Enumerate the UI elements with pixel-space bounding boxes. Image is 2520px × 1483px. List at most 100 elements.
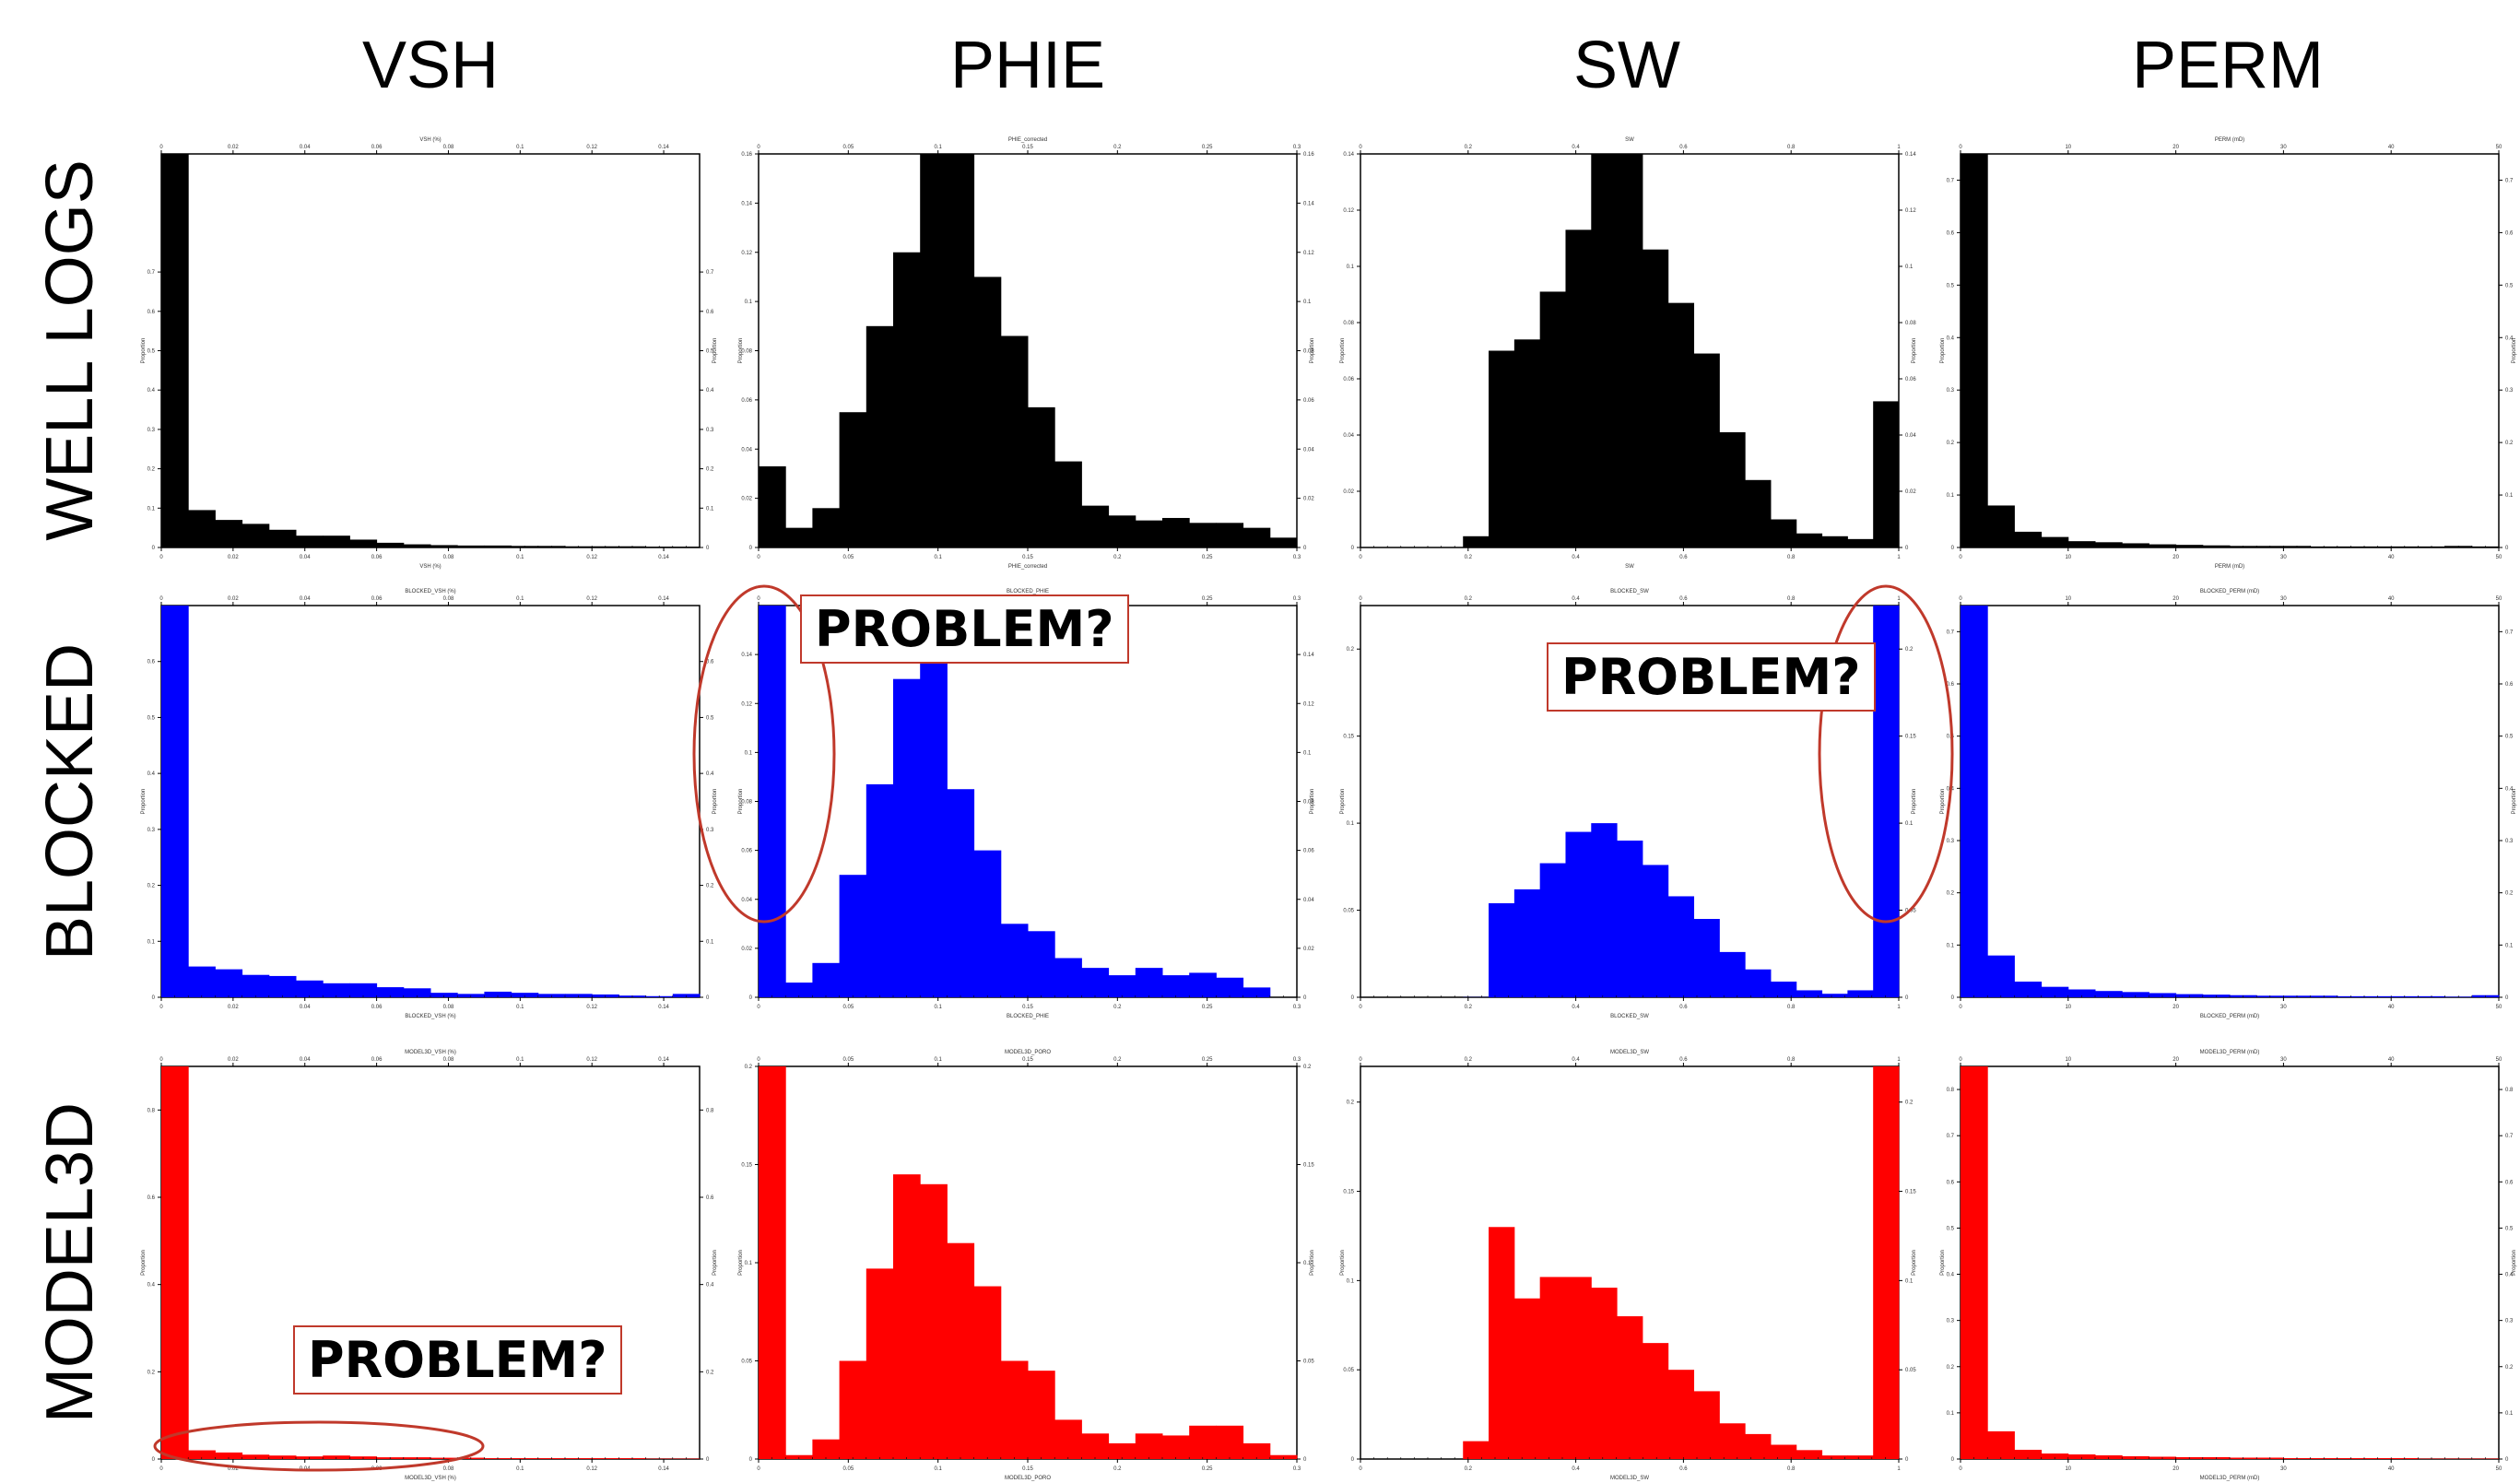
y-tick-label-right: 0.04 [1303, 447, 1314, 453]
panel-model3d-phie: 000.050.050.10.10.150.150.20.20.250.250.… [738, 1050, 1315, 1481]
y-tick-label: 0 [1951, 995, 1955, 1001]
histogram-bar [1565, 1277, 1592, 1459]
x-tick-label: 0 [159, 1466, 163, 1472]
x-tick-label-top: 0 [1359, 596, 1362, 602]
histogram-bar [215, 969, 243, 997]
y-tick-label-right: 0.6 [2505, 682, 2514, 688]
x-tick-label: 50 [2496, 1005, 2502, 1010]
y-axis-label: Proportion [1940, 1250, 1946, 1276]
histogram-bar [1745, 479, 1772, 547]
chart-title: SW [1625, 137, 1634, 143]
histogram-bar [1216, 977, 1244, 997]
histogram-bar [1719, 951, 1746, 997]
y-tick-label-right: 0.1 [1905, 1278, 1914, 1284]
histogram-bar [1539, 863, 1566, 997]
y-tick-label: 0 [1351, 1457, 1355, 1463]
histogram-bar [1489, 903, 1515, 997]
y-tick-label-right: 0.14 [1303, 653, 1314, 658]
histogram-bar [1667, 896, 1695, 997]
plot-frame [160, 605, 701, 998]
histogram-bar [839, 412, 867, 547]
y-tick-label: 0.5 [147, 349, 156, 355]
x-tick-label-top: 0 [1959, 145, 1962, 150]
x-tick-label: 0.06 [371, 1005, 383, 1010]
histogram-bar [920, 154, 948, 547]
y-axis-label-right: Proportion [2512, 789, 2517, 815]
y-tick-label-right: 0.7 [2505, 630, 2514, 635]
x-tick-label-top: 0.1 [516, 1057, 524, 1063]
y-tick-label: 0.3 [1947, 1319, 1955, 1324]
x-tick-label: 0.1 [934, 555, 942, 560]
y-tick-label: 0.2 [1947, 441, 1955, 446]
chart-title: MODEL3D_SW [1610, 1050, 1649, 1055]
y-tick-label-right: 0.3 [2505, 839, 2514, 844]
y-tick-label: 0 [1951, 546, 1955, 551]
column-header-vsh: VSH [362, 29, 499, 102]
x-tick-label: 20 [2173, 1005, 2179, 1010]
y-tick-label: 0.7 [1947, 630, 1955, 635]
histogram-bar [866, 325, 894, 547]
x-tick-label: 0.15 [1022, 1466, 1033, 1472]
x-tick-label: 0.3 [1293, 1005, 1301, 1010]
histogram-bar [1565, 230, 1592, 547]
histogram-bar [430, 993, 458, 997]
y-tick-label-right: 0 [2505, 995, 2509, 1001]
histogram-bar [188, 510, 216, 547]
x-tick-label: 0.04 [300, 555, 311, 560]
histogram-bar [1693, 1391, 1720, 1459]
x-tick-label-top: 0.15 [1022, 1057, 1033, 1063]
y-tick-label: 0.05 [741, 1359, 752, 1365]
y-tick-label: 0.7 [1947, 1134, 1955, 1139]
x-tick-label: 10 [2065, 1466, 2071, 1472]
histogram-bar [2041, 536, 2069, 547]
histogram-bar [1745, 1433, 1772, 1459]
histogram-bar [161, 1066, 189, 1459]
histogram-bar [1873, 1066, 1900, 1459]
y-tick-label-right: 0.1 [1303, 300, 1312, 305]
x-axis-label: MODEL3D_VSH (%) [405, 1476, 456, 1481]
x-tick-label: 0.4 [1572, 1466, 1580, 1472]
x-tick-label-top: 0.05 [842, 1057, 854, 1063]
x-tick-label-top: 0.4 [1572, 145, 1580, 150]
y-tick-label: 0.14 [741, 653, 752, 658]
x-tick-label: 20 [2173, 1466, 2179, 1472]
histogram-bar [323, 536, 350, 547]
y-tick-label: 0.6 [147, 660, 156, 665]
row-header-model3d: MODEL3D [33, 1102, 107, 1423]
x-tick-label-top: 0 [159, 596, 163, 602]
x-tick-label-top: 0.06 [371, 596, 383, 602]
histogram-bar [1873, 606, 1900, 997]
y-tick-label: 0.3 [1947, 839, 1955, 844]
histogram-bar [2095, 1454, 2123, 1459]
histogram-bar [1135, 1433, 1163, 1459]
x-tick-label-top: 0.14 [658, 596, 669, 602]
x-tick-label: 50 [2496, 1466, 2502, 1472]
y-tick-label: 0.8 [1947, 1088, 1955, 1093]
histogram-bar [1028, 406, 1055, 547]
x-tick-label-top: 30 [2280, 596, 2287, 602]
y-tick-label: 0.08 [741, 349, 752, 355]
histogram-bar [1847, 538, 1874, 547]
y-tick-label-right: 0.8 [706, 1108, 714, 1113]
y-axis-label-right: Proportion [1310, 1250, 1315, 1276]
histogram-bar [1642, 249, 1669, 547]
histogram-bar [1081, 1433, 1110, 1459]
histogram-bar [2122, 992, 2149, 997]
histogram-bar [839, 1360, 867, 1459]
x-tick-label-top: 1 [1897, 1057, 1901, 1063]
y-tick-label: 0.1 [745, 1261, 753, 1266]
histogram-bar [1847, 1455, 1874, 1459]
y-tick-label: 0.12 [741, 701, 752, 707]
y-tick-label: 0.2 [1347, 1100, 1355, 1106]
y-axis-label-right: Proportion [1310, 338, 1315, 364]
y-tick-label: 0.7 [1947, 178, 1955, 183]
y-tick-label-right: 0.08 [1303, 800, 1314, 806]
histogram-bar [1081, 968, 1110, 997]
x-tick-label: 0.12 [586, 555, 597, 560]
y-tick-label: 0.4 [1947, 335, 1955, 341]
x-tick-label: 0.8 [1787, 1005, 1796, 1010]
x-tick-label-top: 50 [2496, 145, 2502, 150]
histogram-bar [323, 983, 350, 997]
y-tick-label-right: 0.3 [2505, 388, 2514, 394]
histogram-bar [511, 993, 539, 997]
